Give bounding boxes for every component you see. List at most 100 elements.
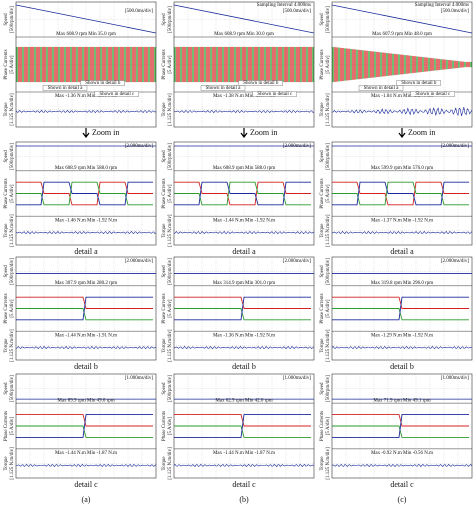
timebase: [2.000ms/div] (283, 259, 312, 264)
axis-label: Torque (4, 223, 9, 238)
current-trace (16, 181, 153, 206)
torque-reading: Max -0.92 N.m Min -0.56 N.m (371, 451, 433, 456)
axis-scale: [1.125 N.m/div] (10, 93, 15, 126)
torque-trace (173, 230, 315, 235)
axis-label: Torque (4, 102, 9, 117)
speed-reading: Max 608.9 rpm Min 30.0 rpm (214, 32, 274, 37)
current-trace (332, 308, 469, 321)
detail-label: detail c (390, 480, 414, 489)
axis-scale: [500rpm/div] (326, 6, 331, 33)
timebase: [1.000ms/div] (441, 376, 470, 381)
axis-scale: [500rpm/div] (326, 258, 331, 285)
torque-reading: Max -1.44 N.m Min -1.87 N.m (55, 451, 117, 456)
current-trace (332, 425, 469, 438)
current-trace (174, 308, 311, 321)
note-box (410, 91, 455, 97)
timebase: [500.0ms/div] (125, 9, 154, 14)
axis-scale: [5 A/div] (10, 184, 15, 203)
detail-note: Shown in detail b (85, 81, 121, 86)
axis-label: Phase Currents (162, 411, 167, 441)
current-trace (174, 181, 311, 206)
axis-label: Torque (320, 338, 325, 353)
axis-label: Phase Currents (320, 411, 325, 441)
timebase: [2.000ms/div] (441, 259, 470, 264)
timebase: [500.0ms/div] (283, 9, 312, 14)
detail-label: detail a (74, 247, 98, 256)
current-trace (332, 414, 469, 427)
column-caption: (a) (82, 495, 91, 504)
speed-reading: Max 319.8 rpm Min 296.0 rpm (371, 281, 433, 286)
axis-label: Phase Currents (320, 49, 325, 79)
speed-reading: Max 599.9 rpm Min 576.0 rpm (371, 166, 433, 171)
axis-scale: [5 A/div] (326, 299, 331, 318)
torque-trace (331, 107, 473, 117)
zoom-arrow (240, 128, 248, 138)
axis-label: Torque (320, 223, 325, 238)
timebase: [2.000ms/div] (283, 144, 312, 149)
sampling-interval: Sampling Interval 4.000ms (257, 3, 311, 8)
detail-label: detail a (232, 247, 256, 256)
note-box (94, 91, 139, 97)
zoom-label: Zoom in (408, 128, 435, 137)
zoom-arrow (82, 128, 90, 138)
axis-label: Speed (320, 150, 325, 163)
axis-label: Phase Currents (320, 178, 325, 208)
current-trace (174, 181, 311, 206)
axis-label: Torque (162, 102, 167, 117)
axis-scale: [1.125 N.m/div] (10, 447, 15, 480)
axis-label: Speed (162, 382, 167, 395)
current-trace (332, 181, 469, 206)
axis-label: Phase Currents (162, 293, 167, 323)
axis-label: Phase Currents (4, 411, 9, 441)
axis-scale: [1.125 N.m/div] (326, 447, 331, 480)
note-box (358, 85, 404, 91)
detail-note: Shown in detail b (243, 81, 279, 86)
torque-reading: Max -1.44 N.m Min -1.91 N.m (55, 333, 117, 338)
axis-scale: [1.125 N.m/div] (326, 214, 331, 247)
speed-reading: Max 608.9 rpm Min 588.0 rpm (55, 166, 117, 171)
column-caption: (b) (239, 495, 249, 504)
column-caption: (c) (398, 495, 407, 504)
torque-reading: Max -1.44 N.m Min -1.87 N.m (213, 451, 275, 456)
axis-scale: [500rpm/div] (10, 6, 15, 33)
speed-reading: Max 314.9 rpm Min 301.0 rpm (213, 281, 275, 286)
speed-reading: Max 307.9 rpm Min 280.2 rpm (55, 281, 117, 286)
current-trace (16, 414, 153, 438)
axis-scale: [5 A/div] (168, 55, 173, 74)
note-box (80, 80, 125, 86)
axis-scale: [1.125 N.m/div] (326, 93, 331, 126)
current-trace (174, 414, 311, 427)
axis-label: Speed (320, 13, 325, 26)
axis-label: Phase Currents (162, 178, 167, 208)
axis-label: Torque (162, 223, 167, 238)
current-trace (174, 425, 311, 438)
torque-trace (15, 345, 157, 350)
current-trace (16, 296, 153, 309)
axis-scale: [1.125 N.m/div] (326, 329, 331, 362)
axis-scale: [500rpm/div] (168, 258, 173, 285)
torque-reading: Max -1.38 N.m Min -2.00 N.m (213, 94, 275, 99)
axis-scale: [500rpm/div] (326, 375, 331, 402)
detail-note: Shown in detail a (364, 86, 400, 91)
axis-label: Torque (320, 102, 325, 117)
speed-trace (331, 4, 473, 34)
axis-scale: [5 A/div] (326, 184, 331, 203)
axis-scale: [5 A/div] (10, 299, 15, 318)
torque-reading: Max -1.44 N.m Min -1.92 N.m (213, 218, 275, 223)
axis-scale: [1.125 N.m/div] (168, 93, 173, 126)
axis-label: Speed (320, 265, 325, 278)
speed-reading: Max 62.9 rpm Min 42.0 rpm (215, 398, 272, 403)
torque-reading: Max -1.36 N.m Min -2.00 N.m (55, 94, 117, 99)
torque-trace (15, 230, 157, 235)
current-trace (332, 296, 469, 309)
axis-label: Phase Currents (162, 49, 167, 79)
axis-label: Speed (162, 13, 167, 26)
detail-label: detail a (390, 247, 414, 256)
detail-note: Shown in detail b (401, 81, 437, 86)
detail-label: detail b (74, 362, 98, 371)
speed-reading: Max 89.9 rpm Min 49.0 rpm (57, 398, 114, 403)
current-trace (332, 296, 469, 321)
axis-scale: [500rpm/div] (326, 143, 331, 170)
current-trace (332, 414, 469, 438)
detail-note: Shown in detail a (206, 86, 242, 91)
